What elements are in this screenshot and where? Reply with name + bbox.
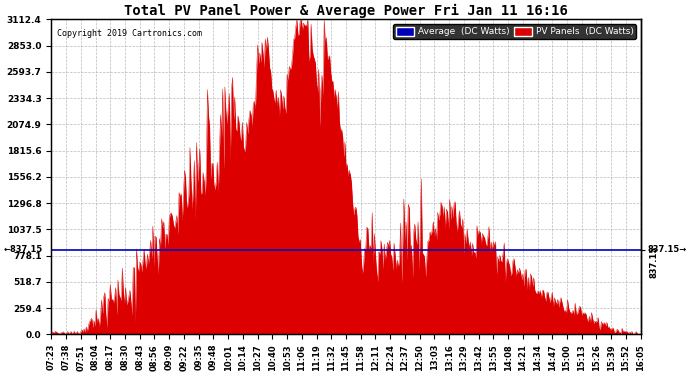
Legend: Average  (DC Watts), PV Panels  (DC Watts): Average (DC Watts), PV Panels (DC Watts) (393, 24, 636, 39)
Text: Copyright 2019 Cartronics.com: Copyright 2019 Cartronics.com (57, 29, 202, 38)
Title: Total PV Panel Power & Average Power Fri Jan 11 16:16: Total PV Panel Power & Average Power Fri… (124, 4, 568, 18)
Text: ←837.15: ←837.15 (3, 245, 43, 254)
Text: 837.15→: 837.15→ (647, 245, 687, 254)
